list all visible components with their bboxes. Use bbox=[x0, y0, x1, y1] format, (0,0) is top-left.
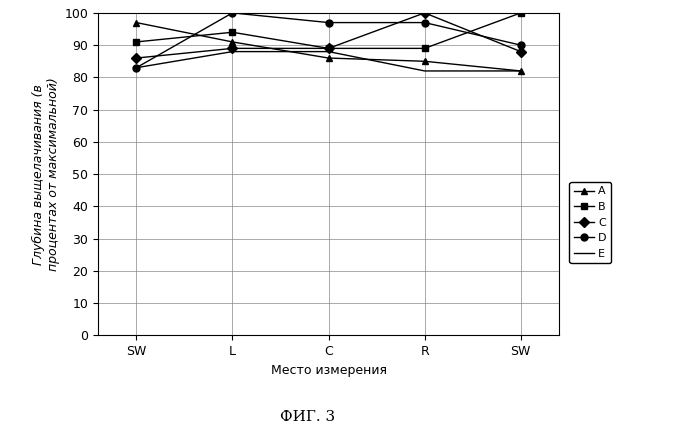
B bbox=[132, 39, 140, 44]
Y-axis label: Глубина выщелачивания (в
процентах от максимальной): Глубина выщелачивания (в процентах от ма… bbox=[32, 77, 60, 271]
E bbox=[228, 49, 236, 54]
B bbox=[324, 46, 333, 51]
D bbox=[324, 20, 333, 25]
Line: B: B bbox=[133, 9, 524, 52]
X-axis label: Место измерения: Место измерения bbox=[271, 364, 387, 377]
Line: D: D bbox=[133, 9, 524, 71]
A bbox=[324, 55, 333, 61]
Text: ФИГ. 3: ФИГ. 3 bbox=[280, 410, 335, 424]
C bbox=[228, 46, 236, 51]
C bbox=[420, 10, 428, 15]
D bbox=[420, 20, 428, 25]
E bbox=[324, 49, 333, 54]
D bbox=[132, 65, 140, 71]
E bbox=[132, 65, 140, 71]
B bbox=[228, 30, 236, 35]
Legend: A, B, C, D, E: A, B, C, D, E bbox=[570, 182, 611, 263]
Line: A: A bbox=[133, 19, 524, 74]
C bbox=[517, 49, 525, 54]
A bbox=[517, 68, 525, 74]
B bbox=[420, 46, 428, 51]
E bbox=[420, 68, 428, 74]
Line: C: C bbox=[133, 9, 524, 61]
Line: E: E bbox=[136, 52, 521, 71]
C bbox=[132, 55, 140, 61]
C bbox=[324, 46, 333, 51]
E bbox=[517, 68, 525, 74]
D bbox=[517, 43, 525, 48]
B bbox=[517, 10, 525, 15]
D bbox=[228, 10, 236, 15]
A bbox=[228, 39, 236, 44]
A bbox=[132, 20, 140, 25]
A bbox=[420, 58, 428, 64]
